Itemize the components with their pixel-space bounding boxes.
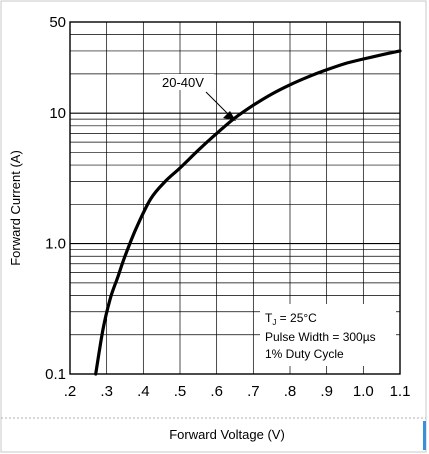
series-line-20-40v	[94, 49, 402, 376]
x-tick-label: 1.1	[390, 383, 411, 400]
x-tick-label: .4	[137, 383, 150, 400]
y-axis-title: Forward Current (A)	[8, 150, 23, 266]
x-tick-label: .3	[100, 383, 113, 400]
selection-edge-marker	[423, 421, 426, 450]
x-axis-title: Forward Voltage (V)	[169, 427, 285, 442]
x-tick-label: 1.0	[353, 383, 374, 400]
series-label-arrow	[205, 91, 229, 115]
series-label-bg	[160, 74, 214, 90]
x-tick-label: .5	[174, 383, 187, 400]
tick-labels: .2 .3 .4 .5 .6 .7 .8 .9 1.0 1.1 0.1 1.0 10 50	[45, 14, 410, 400]
x-tick-label: .8	[284, 383, 297, 400]
series-label: 20-40V	[162, 75, 204, 90]
x-tick-label: .9	[320, 383, 333, 400]
arrow-head	[223, 111, 236, 121]
condition-duty-cycle: 1% Duty Cycle	[265, 347, 344, 361]
y-tick-label: 10	[49, 105, 66, 122]
y-tick-label: 1.0	[45, 236, 66, 253]
plot-area-border	[69, 21, 401, 375]
x-tick-label: .2	[64, 383, 77, 400]
x-tick-label: .7	[247, 383, 260, 400]
y-tick-label: 50	[49, 14, 66, 31]
conditions-box	[260, 304, 396, 366]
y-tick-label: 0.1	[45, 366, 66, 383]
condition-temperature: TJ = 25°C	[265, 311, 317, 327]
x-tick-label: .6	[210, 383, 223, 400]
condition-pulse-width: Pulse Width = 300µs	[265, 330, 376, 344]
